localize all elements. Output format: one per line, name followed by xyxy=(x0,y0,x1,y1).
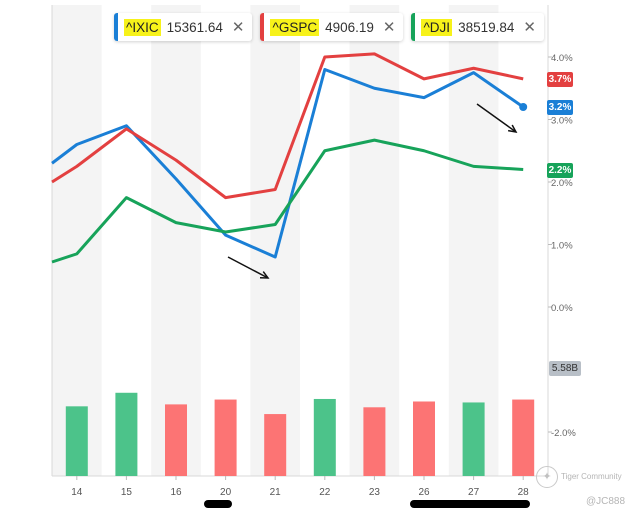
series-endpoint xyxy=(519,103,528,111)
volume-bars xyxy=(65,392,535,476)
annotation-arrow xyxy=(476,103,517,133)
watermark: ✦ Tiger Community xyxy=(536,466,622,488)
redaction-mark xyxy=(410,500,530,508)
legend: ^IXIC 15361.64 ✕ ^GSPC 4906.19 ✕ ^DJI 38… xyxy=(114,13,544,41)
volume-bar xyxy=(214,399,237,476)
volume-bar xyxy=(363,407,386,476)
y-tick-label: 3.0% xyxy=(551,116,573,127)
x-tick-label: 28 xyxy=(518,487,530,498)
legend-value: 4906.19 xyxy=(325,19,374,35)
legend-chip-gspc[interactable]: ^GSPC 4906.19 ✕ xyxy=(260,13,404,41)
close-icon[interactable]: ✕ xyxy=(382,19,396,36)
price-lines xyxy=(51,52,528,264)
close-icon[interactable]: ✕ xyxy=(231,19,245,36)
gspc-change-badge: 3.7% xyxy=(547,71,573,87)
legend-color-stripe xyxy=(260,13,265,41)
x-tick-label: 26 xyxy=(418,487,430,498)
x-tick-label: 27 xyxy=(468,487,480,498)
volume-bar xyxy=(313,398,336,476)
x-axis: 14 15 16 20 21 22 23 26 27 28 xyxy=(71,476,529,498)
legend-color-stripe xyxy=(114,13,118,41)
legend-symbol: ^DJI xyxy=(421,18,453,36)
volume-bar xyxy=(462,402,485,476)
annotation-arrow xyxy=(227,256,269,279)
date-band xyxy=(250,5,300,476)
legend-value: 15361.64 xyxy=(166,19,223,35)
x-tick-label: 15 xyxy=(121,487,133,498)
legend-symbol: ^GSPC xyxy=(270,18,320,36)
x-tick-label: 16 xyxy=(170,487,182,498)
legend-color-stripe xyxy=(411,13,416,41)
close-icon[interactable]: ✕ xyxy=(523,19,536,36)
series-line xyxy=(51,138,524,264)
legend-chip-dji[interactable]: ^DJI 38519.84 ✕ xyxy=(411,13,544,41)
x-tick-label: 14 xyxy=(71,487,83,498)
x-tick-label: 21 xyxy=(270,487,282,498)
x-tick-label: 20 xyxy=(220,487,232,498)
y-tick-label: 4.0% xyxy=(551,53,573,64)
annotation-arrowhead xyxy=(259,271,270,279)
x-tick-label: 22 xyxy=(319,487,331,498)
volume-bar xyxy=(264,414,287,476)
dji-change-badge: 2.2% xyxy=(547,162,573,178)
y-tick-label: -2.0% xyxy=(551,428,576,439)
volume-bar xyxy=(115,392,138,476)
x-tick-label: 23 xyxy=(369,487,381,498)
annotation-arrowhead xyxy=(507,124,518,134)
tiger-logo-icon: ✦ xyxy=(536,466,558,488)
y-tick-label: 2.0% xyxy=(551,178,573,189)
date-band xyxy=(151,5,201,476)
date-band xyxy=(349,5,400,476)
watermark-brand: Tiger Community xyxy=(561,472,622,482)
legend-chip-ixic[interactable]: ^IXIC 15361.64 ✕ xyxy=(114,13,253,41)
volume-bar xyxy=(165,404,187,476)
legend-value: 38519.84 xyxy=(458,19,515,35)
annotation-arrows xyxy=(227,103,518,279)
series-line xyxy=(51,68,525,259)
y-axis: 4.0% 3.0% 2.0% 1.0% 0.0% -2.0% xyxy=(548,53,576,439)
watermark-user: @JC888 xyxy=(586,496,626,507)
series-line xyxy=(51,52,524,200)
volume-bar xyxy=(413,401,435,476)
date-band xyxy=(52,5,102,476)
date-bands xyxy=(51,5,549,477)
volume-bar xyxy=(65,406,88,476)
ixic-change-badge: 3.2% xyxy=(547,100,573,115)
redaction-mark xyxy=(204,500,232,508)
y-tick-label: 0.0% xyxy=(551,303,573,314)
volume-bar xyxy=(512,399,535,476)
volume-badge: 5.58B xyxy=(549,361,581,376)
y-tick-label: 1.0% xyxy=(551,241,573,252)
legend-symbol: ^IXIC xyxy=(124,18,161,36)
